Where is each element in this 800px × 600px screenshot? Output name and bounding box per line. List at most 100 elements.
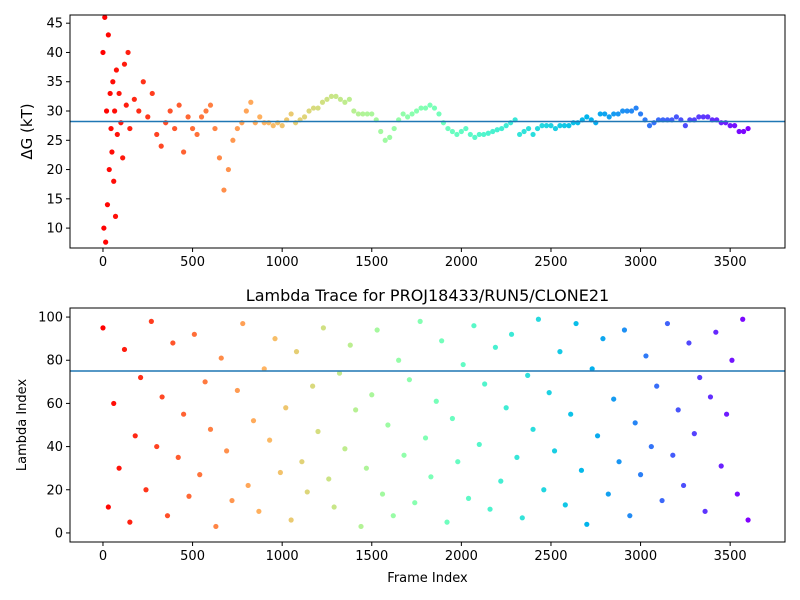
- point: [605, 491, 611, 497]
- point: [543, 123, 550, 129]
- point: [123, 102, 129, 108]
- point: [740, 316, 746, 322]
- point: [221, 187, 227, 193]
- y-tick-label: 35: [46, 75, 63, 90]
- point: [401, 452, 407, 458]
- point: [718, 463, 724, 469]
- point: [315, 428, 321, 435]
- point: [347, 342, 353, 348]
- point: [627, 513, 633, 519]
- y-tick-label: 80: [46, 354, 63, 369]
- point: [138, 374, 144, 381]
- point: [521, 128, 527, 135]
- point: [105, 504, 111, 510]
- point: [508, 331, 515, 337]
- point: [654, 383, 660, 389]
- point: [310, 105, 317, 111]
- point: [337, 96, 344, 102]
- x-tick-label: 2500: [534, 549, 567, 564]
- point: [191, 331, 197, 337]
- x-tick-label: 0: [99, 255, 107, 270]
- point: [400, 111, 406, 117]
- point: [250, 418, 257, 424]
- point: [514, 454, 520, 460]
- point: [103, 239, 109, 245]
- y-tick-label: 25: [46, 134, 63, 149]
- point: [288, 111, 294, 117]
- point: [131, 96, 137, 102]
- point: [143, 487, 149, 493]
- point: [342, 99, 348, 105]
- point: [723, 411, 730, 417]
- point: [261, 366, 267, 372]
- point: [611, 111, 617, 117]
- point: [158, 143, 164, 149]
- point: [279, 123, 285, 129]
- point: [112, 108, 118, 114]
- point: [355, 111, 361, 117]
- point: [405, 114, 411, 120]
- point: [492, 344, 499, 350]
- point: [333, 93, 339, 99]
- point: [584, 521, 590, 527]
- point: [431, 105, 438, 111]
- point: [374, 327, 380, 333]
- point: [369, 111, 375, 117]
- point: [541, 487, 547, 493]
- point: [369, 392, 375, 398]
- point: [573, 320, 579, 327]
- point: [686, 340, 692, 346]
- point: [167, 108, 173, 114]
- point: [248, 99, 254, 105]
- point: [108, 125, 114, 132]
- point: [673, 114, 680, 120]
- point: [629, 108, 635, 114]
- point: [557, 349, 563, 355]
- point: [482, 381, 488, 387]
- point: [111, 178, 117, 184]
- point: [705, 114, 711, 120]
- point: [436, 111, 442, 117]
- point: [485, 130, 491, 136]
- point: [116, 90, 122, 97]
- point: [125, 49, 131, 56]
- point: [106, 166, 112, 173]
- point: [458, 128, 464, 135]
- point: [154, 443, 160, 450]
- point: [455, 459, 461, 465]
- point: [409, 111, 415, 117]
- point: [562, 502, 568, 508]
- x-tick-label: 500: [180, 255, 205, 270]
- point: [319, 99, 326, 105]
- point: [713, 329, 719, 335]
- point: [449, 415, 456, 422]
- point: [326, 476, 332, 482]
- point: [391, 125, 397, 132]
- point: [363, 465, 369, 471]
- point: [428, 474, 434, 480]
- point: [103, 108, 110, 114]
- point: [121, 61, 128, 67]
- point: [257, 114, 263, 120]
- y-tick-label: 20: [46, 163, 63, 178]
- point: [107, 90, 113, 97]
- x-tick-label: 3000: [624, 255, 657, 270]
- point: [378, 128, 384, 135]
- point: [256, 508, 262, 514]
- y-tick-label: 100: [38, 311, 63, 326]
- point: [503, 405, 509, 411]
- point: [600, 336, 606, 342]
- point: [245, 482, 251, 489]
- point: [463, 125, 469, 132]
- point: [584, 114, 590, 120]
- point: [390, 513, 396, 519]
- point: [460, 361, 466, 368]
- point: [589, 366, 595, 372]
- point: [670, 452, 676, 458]
- x-tick-label: 2000: [445, 549, 478, 564]
- point: [539, 123, 545, 129]
- x-tick-label: 0: [99, 549, 107, 564]
- point: [648, 443, 654, 450]
